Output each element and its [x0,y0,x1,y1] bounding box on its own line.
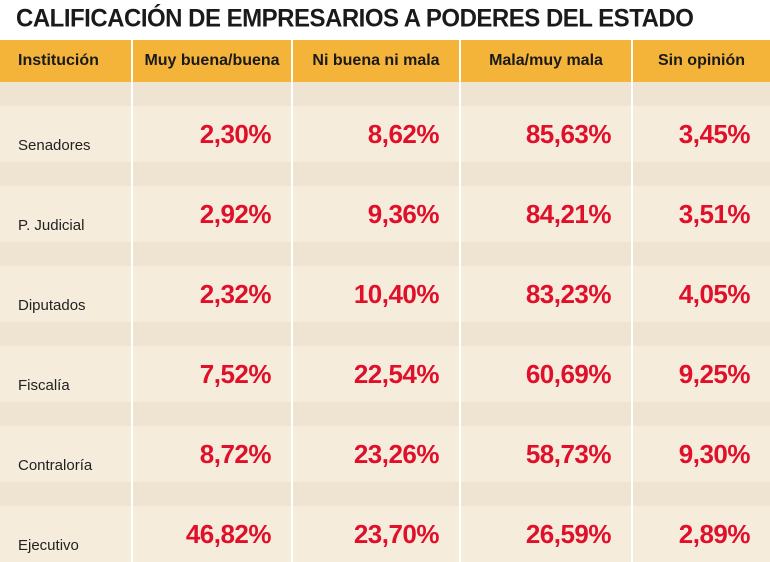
band-cell [631,162,770,186]
value-cell: 2,92% [131,186,292,242]
value-cell: 84,21% [459,186,632,242]
band-cell [291,82,460,106]
band-cell [0,482,132,506]
value-cell: 9,36% [291,186,460,242]
row-separator-band [0,242,770,266]
band-cell [291,242,460,266]
band-cell [0,242,132,266]
value-cell: 9,25% [631,346,770,402]
table-body: Senadores 2,30% 8,62% 85,63% 3,45% P. Judicia… [0,82,770,562]
band-cell [631,242,770,266]
value-cell: 2,32% [131,266,292,322]
institution-cell: Diputados [0,266,132,322]
institution-cell: Fiscalía [0,346,132,402]
value-cell: 2,30% [131,106,292,162]
band-cell [131,82,292,106]
value-cell: 85,63% [459,106,632,162]
chart-title: CALIFICACIÓN DE EMPRESARIOS A PODERES DE… [16,4,694,33]
band-cell [459,322,632,346]
band-cell [131,322,292,346]
table-row: P. Judicial 2,92% 9,36% 84,21% 3,51% [0,186,770,242]
row-separator-band [0,322,770,346]
value-cell: 83,23% [459,266,632,322]
value-cell: 23,26% [291,426,460,482]
band-cell [291,482,460,506]
band-cell [459,162,632,186]
band-cell [291,162,460,186]
value-cell: 58,73% [459,426,632,482]
row-separator-band [0,482,770,506]
band-cell [631,82,770,106]
institution-cell: Contraloría [0,426,132,482]
value-cell: 23,70% [291,506,460,562]
band-cell [0,82,132,106]
column-header: Mala/muy mala [459,40,632,82]
value-cell: 22,54% [291,346,460,402]
value-cell: 2,89% [631,506,770,562]
value-cell: 60,69% [459,346,632,402]
value-cell: 3,51% [631,186,770,242]
column-header: Sin opinión [631,40,770,82]
row-separator-band [0,162,770,186]
value-cell: 9,30% [631,426,770,482]
band-cell [459,402,632,426]
column-header: Institución [0,40,132,82]
value-cell: 10,40% [291,266,460,322]
table-row: Ejecutivo 46,82% 23,70% 26,59% 2,89% [0,506,770,562]
value-cell: 46,82% [131,506,292,562]
column-header: Muy buena/buena [131,40,292,82]
band-cell [131,402,292,426]
institution-cell: Senadores [0,106,132,162]
band-cell [631,402,770,426]
band-cell [631,322,770,346]
table-row: Diputados 2,32% 10,40% 83,23% 4,05% [0,266,770,322]
band-cell [291,402,460,426]
table-row: Fiscalía 7,52% 22,54% 60,69% 9,25% [0,346,770,402]
value-cell: 4,05% [631,266,770,322]
institution-cell: P. Judicial [0,186,132,242]
band-cell [0,162,132,186]
institution-cell: Ejecutivo [0,506,132,562]
band-cell [459,82,632,106]
band-cell [131,242,292,266]
band-cell [131,162,292,186]
band-cell [631,482,770,506]
band-cell [291,322,460,346]
value-cell: 3,45% [631,106,770,162]
value-cell: 8,62% [291,106,460,162]
value-cell: 8,72% [131,426,292,482]
ratings-table: Institución Muy buena/buena Ni buena ni … [0,40,770,562]
header-row: Institución Muy buena/buena Ni buena ni … [0,40,770,82]
value-cell: 26,59% [459,506,632,562]
row-separator-band [0,402,770,426]
band-cell [0,402,132,426]
table-row: Contraloría 8,72% 23,26% 58,73% 9,30% [0,426,770,482]
band-cell [0,322,132,346]
table-row: Senadores 2,30% 8,62% 85,63% 3,45% [0,106,770,162]
column-header: Ni buena ni mala [291,40,460,82]
row-separator-band [0,82,770,106]
band-cell [459,242,632,266]
band-cell [459,482,632,506]
value-cell: 7,52% [131,346,292,402]
band-cell [131,482,292,506]
